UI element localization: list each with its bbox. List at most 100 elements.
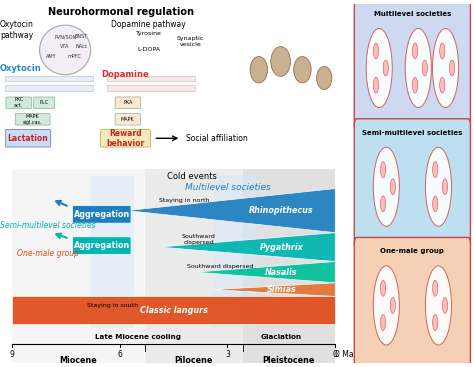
Text: MAPK
sigl.cas.: MAPK sigl.cas. (23, 114, 42, 125)
Circle shape (381, 280, 386, 296)
Circle shape (422, 60, 428, 76)
Bar (107, 76, 195, 81)
Polygon shape (127, 189, 335, 233)
Text: 3: 3 (225, 350, 230, 359)
Text: mPFC: mPFC (67, 54, 82, 59)
Text: Oxytocin
pathway: Oxytocin pathway (0, 20, 33, 40)
Circle shape (374, 43, 379, 59)
Text: Staying in north: Staying in north (159, 198, 210, 203)
Polygon shape (213, 283, 335, 297)
FancyBboxPatch shape (15, 113, 50, 125)
Text: 9: 9 (9, 350, 14, 359)
Circle shape (294, 57, 311, 83)
Bar (243, 169, 335, 363)
Circle shape (381, 196, 386, 212)
Circle shape (425, 266, 451, 345)
Circle shape (432, 29, 459, 108)
Text: VTA: VTA (61, 44, 70, 49)
Text: Semi-multilevel societies: Semi-multilevel societies (0, 221, 96, 229)
Circle shape (381, 315, 386, 330)
FancyBboxPatch shape (115, 97, 141, 109)
Circle shape (412, 77, 418, 93)
Circle shape (271, 47, 291, 76)
Text: Aggregation: Aggregation (73, 210, 130, 219)
Text: AMY: AMY (46, 54, 56, 59)
Text: One-male group: One-male group (17, 249, 79, 258)
Text: Rhinopithecus: Rhinopithecus (249, 206, 314, 215)
Text: 0: 0 (333, 350, 337, 359)
Circle shape (374, 77, 379, 93)
Bar (12, 169, 145, 363)
Polygon shape (159, 233, 335, 262)
Text: PVN/SON: PVN/SON (54, 34, 76, 39)
Bar (145, 169, 243, 363)
Text: Miocene: Miocene (60, 356, 97, 366)
Text: MAPK: MAPK (121, 117, 135, 122)
Text: NAcc: NAcc (75, 44, 88, 49)
FancyBboxPatch shape (73, 237, 131, 254)
Text: Pygathrix: Pygathrix (259, 243, 303, 252)
Text: Synaptic
vesicle: Synaptic vesicle (177, 36, 204, 47)
Circle shape (405, 29, 431, 108)
Text: Lactation: Lactation (8, 134, 48, 143)
Text: BNST: BNST (75, 34, 88, 39)
FancyBboxPatch shape (354, 237, 470, 367)
Circle shape (250, 57, 267, 83)
Text: 0 Ma: 0 Ma (335, 350, 354, 359)
Circle shape (366, 29, 392, 108)
Circle shape (433, 280, 438, 296)
Text: Dopamine: Dopamine (101, 70, 149, 79)
Bar (5, 86, 93, 91)
Text: Late Miocene cooling: Late Miocene cooling (95, 334, 181, 340)
Text: Multilevel societies: Multilevel societies (374, 11, 451, 17)
Text: Reward
behavior: Reward behavior (106, 128, 145, 148)
Text: Nasalis: Nasalis (265, 268, 298, 277)
Circle shape (433, 315, 438, 330)
FancyBboxPatch shape (115, 113, 141, 125)
Bar (5, 76, 93, 81)
Circle shape (440, 77, 445, 93)
Circle shape (373, 266, 399, 345)
Text: One-male group: One-male group (381, 248, 444, 254)
FancyBboxPatch shape (354, 0, 470, 131)
Text: Tyrosine: Tyrosine (136, 31, 162, 36)
Text: PLC: PLC (40, 100, 49, 105)
Text: Social affiliation: Social affiliation (186, 134, 247, 143)
Text: Semi-multilevel societies: Semi-multilevel societies (362, 130, 463, 135)
Text: Multilevel societies: Multilevel societies (184, 183, 270, 192)
Polygon shape (12, 297, 335, 324)
Circle shape (440, 43, 445, 59)
Text: Cold events: Cold events (166, 172, 217, 181)
Circle shape (425, 147, 451, 226)
Circle shape (373, 147, 399, 226)
Text: PKA: PKA (123, 100, 133, 105)
Circle shape (412, 43, 418, 59)
Circle shape (317, 66, 332, 90)
Circle shape (442, 179, 447, 195)
Circle shape (390, 298, 395, 313)
Text: L-DOPA: L-DOPA (137, 47, 160, 52)
Ellipse shape (39, 25, 91, 75)
Text: Pilocene: Pilocene (174, 356, 213, 366)
Bar (91, 177, 134, 328)
Text: PKC
act.: PKC act. (14, 97, 23, 108)
FancyBboxPatch shape (6, 97, 31, 109)
Circle shape (442, 298, 447, 313)
Text: Southward dispersed: Southward dispersed (187, 264, 254, 269)
Text: Dopamine pathway: Dopamine pathway (111, 20, 186, 29)
Text: Pleistocene: Pleistocene (263, 356, 315, 366)
Text: Classic langurs: Classic langurs (140, 306, 208, 315)
Circle shape (449, 60, 455, 76)
Text: 6: 6 (117, 350, 122, 359)
Circle shape (433, 196, 438, 212)
FancyBboxPatch shape (34, 97, 55, 109)
Circle shape (383, 60, 388, 76)
Polygon shape (195, 262, 335, 283)
Bar (107, 86, 195, 91)
Bar (213, 177, 256, 328)
FancyBboxPatch shape (100, 130, 151, 147)
Circle shape (390, 179, 395, 195)
FancyBboxPatch shape (5, 130, 51, 147)
Circle shape (433, 162, 438, 178)
Text: Glaciation: Glaciation (261, 334, 302, 340)
